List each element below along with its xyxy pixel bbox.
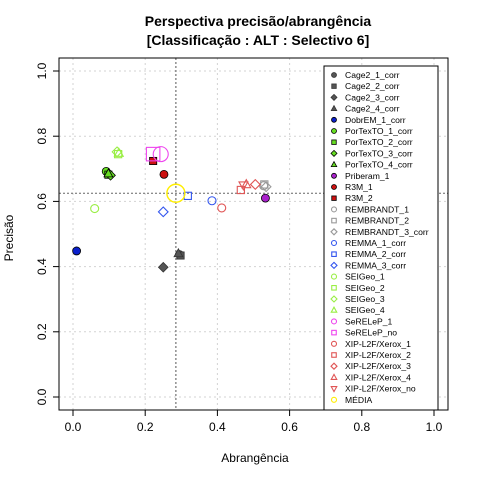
data-point-17-0 bbox=[157, 206, 169, 218]
legend-marker-13 bbox=[331, 217, 337, 224]
legend-label-26: XIP-L2F/Xerox_3 bbox=[345, 361, 411, 371]
legend-marker-20 bbox=[330, 295, 338, 303]
legend-marker-5 bbox=[331, 128, 337, 134]
legend-label-21: SEIGeo_4 bbox=[345, 305, 385, 315]
data-point-3-0 bbox=[173, 247, 184, 258]
legend-marker-23 bbox=[331, 329, 337, 336]
legend-label-22: SeRELeP_1 bbox=[345, 316, 393, 326]
legend-marker-29 bbox=[330, 396, 338, 403]
y-tick-label-4: 0.8 bbox=[35, 128, 49, 145]
legend-marker-6 bbox=[331, 139, 337, 145]
data-points bbox=[72, 146, 272, 273]
legend-label-6: PorTexTO_2_corr bbox=[345, 137, 413, 147]
legend-marker-24 bbox=[330, 340, 338, 347]
x-tick-label-5: 1.0 bbox=[426, 420, 443, 434]
legend-marker-22 bbox=[330, 318, 338, 325]
x-tick-label-1: 0.2 bbox=[137, 420, 154, 434]
legend-marker-10 bbox=[331, 184, 337, 190]
legend-label-3: Cage2_4_corr bbox=[345, 104, 400, 114]
legend-marker-4 bbox=[331, 116, 337, 123]
legend-label-28: XIP-L2F/Xerox_no bbox=[345, 384, 416, 394]
y-tick-label-0: 0.0 bbox=[35, 388, 49, 405]
chart-subtitle: [Classificação : ALT : Selectivo 6] bbox=[147, 32, 370, 48]
data-point-9-0 bbox=[261, 193, 270, 203]
legend-label-13: REMBRANDT_2 bbox=[345, 216, 409, 226]
chart-title: Perspectiva precisão/abrangência bbox=[145, 13, 372, 29]
data-point-18-0 bbox=[90, 204, 100, 214]
legend-label-0: Cage2_1_corr bbox=[345, 70, 400, 80]
data-point-29-0 bbox=[166, 183, 186, 203]
legend-marker-28 bbox=[330, 386, 338, 393]
y-tick-label-1: 0.2 bbox=[35, 323, 49, 340]
legend-marker-8 bbox=[330, 160, 338, 168]
legend-label-4: DobrEM_1_corr bbox=[345, 115, 406, 125]
data-point-15-0 bbox=[207, 196, 217, 206]
legend-label-29: MÉDIA bbox=[345, 395, 372, 405]
legend-label-7: PorTexTO_3_corr bbox=[345, 148, 413, 158]
legend-label-23: SeRELeP_no bbox=[345, 328, 397, 338]
data-point-8-0 bbox=[103, 168, 114, 178]
legend-label-15: REMMA_1_corr bbox=[345, 238, 406, 248]
y-tick-label-5: 1.0 bbox=[35, 62, 49, 79]
legend-marker-19 bbox=[331, 284, 337, 291]
data-point-27-0 bbox=[240, 178, 252, 189]
legend-marker-15 bbox=[330, 239, 338, 247]
legend-label-18: SEIGeo_1 bbox=[345, 272, 385, 282]
data-point-22-0 bbox=[152, 146, 169, 163]
data-point-26-0 bbox=[249, 178, 261, 191]
legend-label-1: Cage2_2_corr bbox=[345, 81, 400, 91]
legend-marker-17 bbox=[330, 261, 338, 270]
legend-label-25: XIP-L2F/Xerox_2 bbox=[345, 350, 411, 360]
legend-marker-0 bbox=[331, 72, 337, 78]
legend-marker-1 bbox=[331, 83, 337, 89]
legend-marker-26 bbox=[330, 362, 338, 370]
data-point-24-0 bbox=[217, 203, 227, 213]
legend-label-11: R3M_2 bbox=[345, 193, 373, 203]
legend-marker-11 bbox=[331, 195, 337, 201]
legend-label-8: PorTexTO_4_corr bbox=[345, 160, 413, 170]
y-tick-label-2: 0.4 bbox=[35, 258, 49, 275]
data-point-28-0 bbox=[238, 181, 249, 192]
legend-marker-14 bbox=[330, 228, 338, 236]
legend-label-14: REMBRANDT_3_corr bbox=[345, 227, 429, 237]
legend-label-2: Cage2_3_corr bbox=[345, 92, 400, 102]
x-tick-label-3: 0.6 bbox=[281, 420, 298, 434]
legend-marker-2 bbox=[330, 93, 338, 101]
x-tick-label-0: 0.0 bbox=[65, 420, 82, 434]
legend-box bbox=[323, 65, 439, 411]
data-point-4-0 bbox=[72, 246, 82, 256]
y-axis-label: Precisão bbox=[2, 214, 16, 261]
legend-label-5: PorTexTO_1_corr bbox=[345, 126, 413, 136]
legend-label-16: REMMA_2_corr bbox=[345, 249, 406, 259]
x-tick-label-4: 0.8 bbox=[353, 420, 370, 434]
legend-label-10: R3M_1 bbox=[345, 182, 373, 192]
data-point-14-0 bbox=[260, 181, 272, 193]
data-point-10-0 bbox=[159, 169, 169, 179]
legend-marker-27 bbox=[330, 373, 338, 380]
legend-label-20: SEIGeo_3 bbox=[345, 294, 385, 304]
legend-label-19: SEIGeo_2 bbox=[345, 283, 385, 293]
legend-marker-16 bbox=[331, 251, 337, 257]
x-axis-label: Abrangência bbox=[221, 451, 289, 465]
legend-marker-9 bbox=[331, 172, 337, 179]
legend-label-12: REMBRANDT_1 bbox=[345, 204, 409, 214]
legend-marker-21 bbox=[330, 306, 338, 313]
legend-label-27: XIP-L2F/Xerox_4 bbox=[345, 372, 411, 382]
legend-label-24: XIP-L2F/Xerox_1 bbox=[345, 339, 411, 349]
legend-marker-3 bbox=[330, 104, 338, 111]
legend-marker-12 bbox=[330, 206, 338, 213]
legend-marker-7 bbox=[330, 149, 338, 157]
legend-label-9: Priberam_1 bbox=[345, 171, 390, 181]
data-point-2-0 bbox=[157, 261, 169, 273]
data-point-21-0 bbox=[113, 147, 125, 157]
legend-marker-25 bbox=[331, 352, 337, 358]
data-point-23-0 bbox=[145, 146, 161, 162]
legend-label-17: REMMA_3_corr bbox=[345, 260, 406, 270]
legend-marker-18 bbox=[330, 273, 338, 280]
y-tick-label-3: 0.6 bbox=[35, 193, 49, 210]
x-tick-label-2: 0.4 bbox=[209, 420, 226, 434]
